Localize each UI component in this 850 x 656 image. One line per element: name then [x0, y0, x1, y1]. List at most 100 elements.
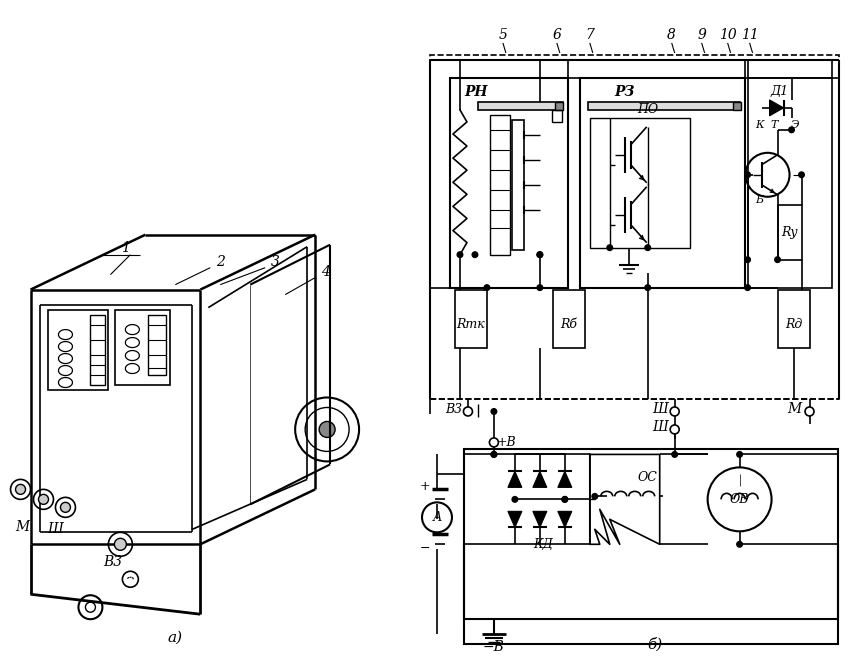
Bar	[588, 102, 740, 110]
Text: М: М	[787, 403, 802, 417]
Circle shape	[491, 451, 496, 457]
Bar	[580, 78, 745, 287]
Text: 2: 2	[216, 255, 224, 269]
Text: Д1: Д1	[770, 85, 789, 98]
Circle shape	[463, 407, 473, 416]
Circle shape	[472, 252, 478, 257]
Bar	[90, 315, 105, 384]
Text: +: +	[419, 480, 430, 493]
Text: 7: 7	[586, 28, 594, 42]
Polygon shape	[533, 472, 547, 487]
Text: Rтк: Rтк	[456, 318, 485, 331]
Bar	[455, 290, 487, 348]
Bar	[590, 118, 689, 248]
Text: +В: +В	[497, 436, 517, 449]
Text: КД: КД	[533, 538, 553, 551]
Text: 5: 5	[498, 28, 507, 42]
Text: Rб: Rб	[560, 318, 577, 331]
Circle shape	[60, 502, 71, 512]
Text: К: К	[756, 120, 764, 130]
Text: 8: 8	[667, 28, 676, 42]
Bar	[733, 102, 740, 110]
Text: 9: 9	[697, 28, 706, 42]
Circle shape	[512, 497, 518, 502]
Text: 4: 4	[320, 264, 330, 279]
Text: 6: 6	[552, 28, 561, 42]
Text: РН: РН	[464, 85, 488, 99]
Text: ПО: ПО	[638, 104, 658, 116]
Circle shape	[737, 541, 742, 547]
Circle shape	[774, 257, 780, 262]
Bar	[748, 78, 832, 287]
Circle shape	[592, 493, 598, 499]
Circle shape	[645, 245, 650, 251]
Circle shape	[562, 497, 568, 502]
Text: 11: 11	[740, 28, 758, 42]
Bar	[478, 102, 563, 110]
Text: РЗ: РЗ	[615, 85, 635, 99]
Circle shape	[491, 409, 496, 415]
Text: 1: 1	[121, 241, 130, 255]
Text: Э: Э	[790, 120, 799, 130]
Circle shape	[805, 407, 814, 416]
Bar	[48, 310, 109, 390]
Bar	[430, 55, 840, 400]
Text: ОС: ОС	[638, 471, 658, 484]
Text: В3: В3	[445, 403, 462, 416]
Circle shape	[672, 451, 677, 457]
Polygon shape	[508, 472, 522, 487]
Text: 3: 3	[271, 255, 280, 269]
Circle shape	[484, 285, 490, 291]
Circle shape	[670, 425, 679, 434]
Circle shape	[491, 451, 496, 457]
Text: Rд: Rд	[785, 318, 802, 331]
Bar	[512, 120, 524, 250]
Polygon shape	[508, 511, 522, 527]
Text: −: −	[420, 542, 430, 555]
Bar	[490, 115, 510, 255]
Circle shape	[537, 285, 542, 291]
Circle shape	[537, 252, 542, 257]
Bar	[149, 315, 167, 375]
Circle shape	[537, 252, 542, 257]
Text: −В: −В	[483, 640, 505, 654]
Bar	[778, 290, 809, 348]
Text: Ш: Ш	[48, 522, 64, 537]
Bar	[116, 310, 170, 384]
Text: Т: Т	[771, 120, 779, 130]
Polygon shape	[558, 472, 572, 487]
Circle shape	[15, 484, 26, 495]
Text: 10: 10	[719, 28, 736, 42]
Circle shape	[799, 172, 804, 178]
Text: Б: Б	[756, 195, 763, 205]
Circle shape	[562, 497, 568, 502]
Text: А: А	[433, 511, 442, 524]
Bar	[450, 78, 568, 287]
Bar	[555, 102, 563, 110]
Circle shape	[745, 257, 751, 262]
Polygon shape	[769, 100, 784, 116]
Text: а): а)	[167, 630, 183, 644]
Bar	[552, 290, 585, 348]
Circle shape	[490, 438, 498, 447]
Text: М: М	[15, 520, 30, 535]
Bar	[552, 110, 562, 122]
Text: В3: В3	[103, 555, 122, 569]
Bar	[464, 449, 838, 644]
Polygon shape	[558, 511, 572, 527]
Polygon shape	[533, 511, 547, 527]
Circle shape	[319, 421, 335, 438]
Text: Rу: Rу	[781, 226, 798, 239]
Circle shape	[457, 252, 462, 257]
Text: б): б)	[647, 637, 662, 651]
Circle shape	[38, 495, 48, 504]
Circle shape	[645, 285, 650, 291]
Circle shape	[745, 172, 751, 178]
Circle shape	[670, 407, 679, 416]
Circle shape	[737, 451, 742, 457]
Circle shape	[607, 245, 613, 251]
Circle shape	[745, 285, 751, 291]
Text: ОВ: ОВ	[730, 493, 750, 506]
Text: Ш: Ш	[652, 420, 667, 434]
Bar	[778, 205, 802, 260]
